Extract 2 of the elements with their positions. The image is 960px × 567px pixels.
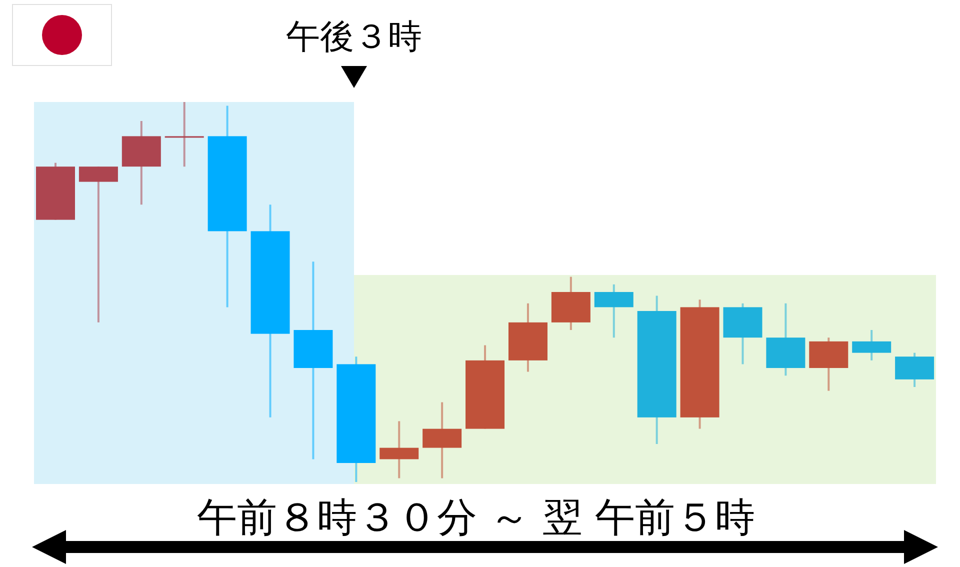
text: 午後３時 [285,16,423,59]
x-axis-title: 午前８時３０分 ～ 翌 午前５時 [196,494,756,543]
